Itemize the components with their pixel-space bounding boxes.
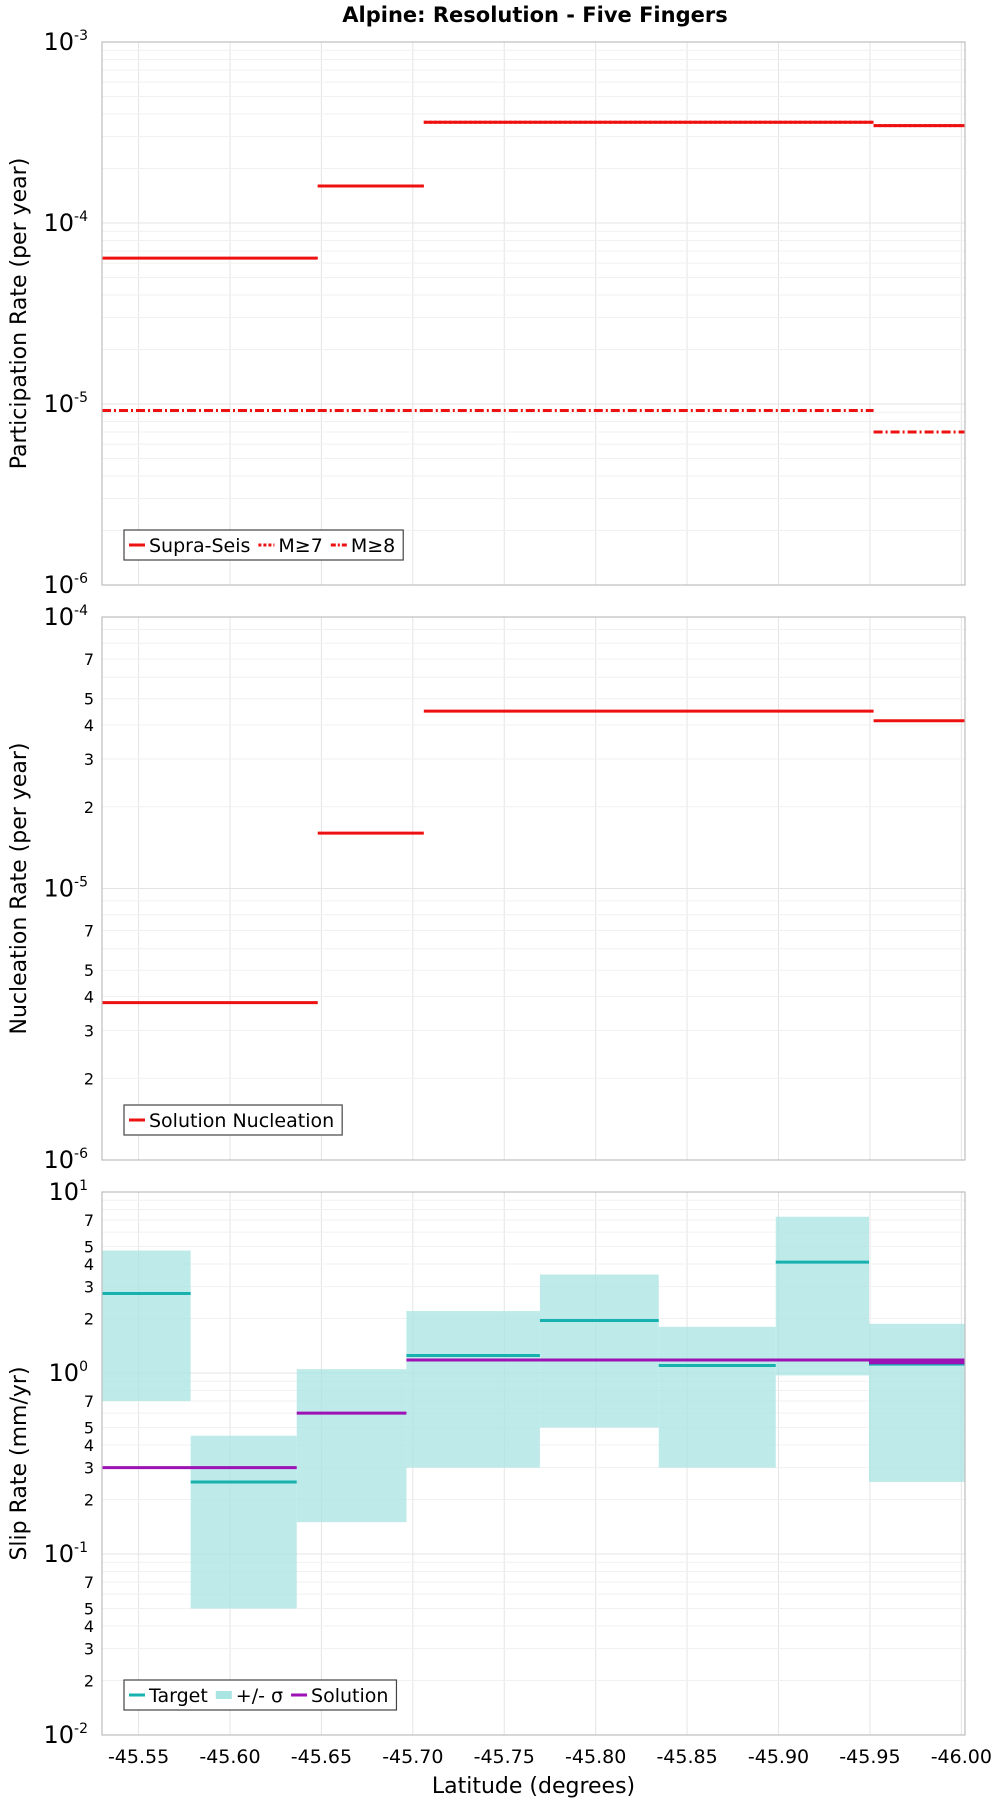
y-minor-tick-label: 2 [84,1672,94,1691]
y-axis-label: Slip Rate (mm/yr) [7,1366,32,1560]
x-axis-label: Latitude (degrees) [432,1774,635,1799]
y-tick-label: 101 [49,1178,88,1206]
x-tick-label: -45.60 [199,1746,260,1768]
plot-frame [101,616,966,1161]
y-tick-label: 10-6 [43,1146,88,1174]
legend-entry: Solution [311,1685,388,1707]
y-minor-tick-label: 2 [84,1491,94,1510]
y-minor-tick-label: 7 [84,922,94,941]
sigma-band [658,1326,776,1468]
sigma-band [406,1311,540,1468]
x-tick-label: -46.00 [931,1746,992,1768]
legend-entry: Target [148,1685,208,1707]
y-minor-tick-label: 4 [84,1436,94,1455]
legend-entry: M≥8 [351,535,395,557]
legend-swatch-band [215,1691,232,1699]
legend: Supra-Seis M≥7 M≥8 [123,529,404,561]
panel-nucleation: 10-6 2 3 4 5 7 10-5 2 3 4 5 7 10-4 Nucleation Rate (p… [7,603,966,1174]
y-tick-label: 10-1 [43,1540,88,1568]
y-axis-label: Participation Rate (per year) [7,158,32,470]
y-minor-tick-label: 2 [84,1069,94,1088]
panels: 10-6 10-5 10-4 10-3 Participation Rate (per … [7,28,992,1799]
y-minor-tick-label: 5 [84,1418,94,1437]
y-minor-tick-label: 5 [84,690,94,709]
y-tick-label: 100 [49,1359,88,1387]
x-tick-label: -45.75 [474,1746,535,1768]
y-minor-tick-label: 3 [84,1640,94,1659]
y-minor-tick-label: 7 [84,1211,94,1230]
y-minor-tick-label: 3 [84,1459,94,1478]
x-tick-label: -45.55 [108,1746,169,1768]
sigma-band [869,1323,965,1482]
legend-entry: Solution Nucleation [149,1110,334,1132]
y-tick-label: 10-5 [43,390,88,418]
sigma-band [775,1216,870,1376]
y-axis-label: Nucleation Rate (per year) [7,743,32,1035]
sigma-band [296,1369,407,1523]
y-minor-tick-label: 3 [84,750,94,769]
legend: Solution Nucleation [123,1104,343,1136]
sigma-band [102,1250,191,1402]
legend: Target +/- σ Solution [123,1679,398,1711]
sigma-band [539,1274,659,1428]
legend-frame [123,1679,398,1711]
legend-entry: M≥7 [278,535,322,557]
y-minor-tick-label: 4 [84,1617,94,1636]
y-minor-tick-label: 4 [84,988,94,1007]
y-minor-tick-label: 2 [84,798,94,817]
y-minor-tick-label: 2 [84,1310,94,1329]
y-minor-tick-label: 5 [84,961,94,980]
x-tick-label: -45.85 [656,1746,717,1768]
x-tick-label: -45.95 [839,1746,900,1768]
y-tick-label: 10-6 [43,571,88,599]
x-tick-label: -45.70 [382,1746,443,1768]
y-tick-label: 10-5 [43,875,88,903]
y-minor-tick-label: 3 [84,1278,94,1297]
y-tick-label: 10-4 [43,209,88,237]
y-tick-label: 10-3 [43,28,88,56]
y-minor-tick-label: 7 [84,1573,94,1592]
y-minor-tick-label: 7 [84,650,94,669]
y-minor-tick-label: 5 [84,1599,94,1618]
plot-frame [101,41,966,586]
x-tick-label: -45.65 [291,1746,352,1768]
sigma-band [190,1435,297,1609]
plot-frame [101,1191,966,1736]
y-tick-label: 10-4 [43,603,88,631]
legend-entry: +/- σ [236,1685,283,1707]
y-minor-tick-label: 4 [84,716,94,735]
panel-participation: 10-6 10-5 10-4 10-3 Participation Rate (per … [7,28,966,599]
legend-entry: Supra-Seis [149,535,250,557]
y-minor-tick-label: 5 [84,1237,94,1256]
x-tick-label: -45.90 [748,1746,809,1768]
y-minor-tick-label: 7 [84,1392,94,1411]
y-minor-tick-label: 4 [84,1255,94,1274]
figure-title: Alpine: Resolution - Five Fingers [342,3,727,27]
x-tick-label: -45.80 [565,1746,626,1768]
y-minor-tick-label: 3 [84,1021,94,1040]
legend-frame [123,1104,343,1136]
y-tick-label: 10-2 [43,1721,88,1749]
